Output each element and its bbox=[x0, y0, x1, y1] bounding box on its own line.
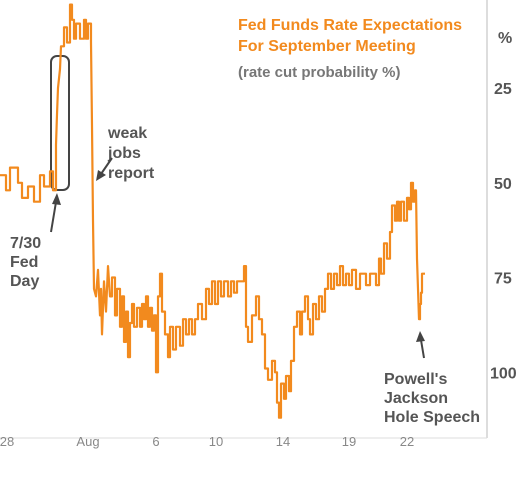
x-tick-label: 22 bbox=[400, 434, 414, 449]
x-tick-label: 10 bbox=[209, 434, 223, 449]
annotation-powell-arrowhead bbox=[416, 331, 425, 342]
x-tick-label: Aug bbox=[76, 434, 99, 449]
annotation-fed-line-3: Day bbox=[10, 273, 39, 290]
chart-subtitle: (rate cut probability %) bbox=[238, 64, 401, 81]
annotation-jobs-arrow-shaft bbox=[100, 157, 113, 175]
y-unit-label: % bbox=[498, 30, 512, 47]
x-tick-label: 19 bbox=[342, 434, 356, 449]
annotation-powell-line-2: Jackson bbox=[384, 390, 448, 407]
y-tick-label: 25 bbox=[494, 81, 512, 98]
annotation-powell-arrow-shaft bbox=[420, 339, 425, 359]
y-tick-label: 100 bbox=[490, 365, 517, 382]
annotation-jobs-line-3: report bbox=[108, 165, 155, 182]
x-axis-ticks: 28 Aug 6 10 14 19 22 bbox=[0, 434, 414, 449]
annotation-powell-line-1: Powell's bbox=[384, 371, 447, 388]
annotation-jobs-line-2: jobs bbox=[107, 145, 141, 162]
annotation-jobs-arrowhead bbox=[96, 170, 106, 181]
annotation-fed-arrow-shaft bbox=[50, 201, 57, 233]
annotation-powell-line-3: Hole Speech bbox=[384, 409, 480, 426]
chart-title-line-2: For September Meeting bbox=[238, 38, 416, 55]
annotation-weak-jobs-report: weak jobs report bbox=[96, 125, 155, 182]
annotation-fed-arrowhead bbox=[52, 193, 61, 205]
x-tick-label: 6 bbox=[152, 434, 159, 449]
annotation-jobs-line-1: weak bbox=[107, 125, 147, 142]
y-tick-label: 75 bbox=[494, 271, 512, 288]
chart-title-line-1: Fed Funds Rate Expectations bbox=[238, 17, 462, 34]
x-tick-label: 14 bbox=[276, 434, 290, 449]
y-tick-label: 50 bbox=[494, 176, 512, 193]
y-axis-ticks: 25 50 75 100 bbox=[490, 81, 517, 382]
x-tick-label: 28 bbox=[0, 434, 14, 449]
annotation-fed-line-1: 7/30 bbox=[10, 235, 41, 252]
annotation-fed-day: 7/30 Fed Day bbox=[10, 193, 61, 290]
annotation-fed-line-2: Fed bbox=[10, 254, 38, 271]
rate-cut-probability-line bbox=[0, 3, 425, 419]
annotation-jackson-hole: Powell's Jackson Hole Speech bbox=[384, 331, 480, 426]
chart-title: Fed Funds Rate Expectations For Septembe… bbox=[238, 17, 462, 55]
